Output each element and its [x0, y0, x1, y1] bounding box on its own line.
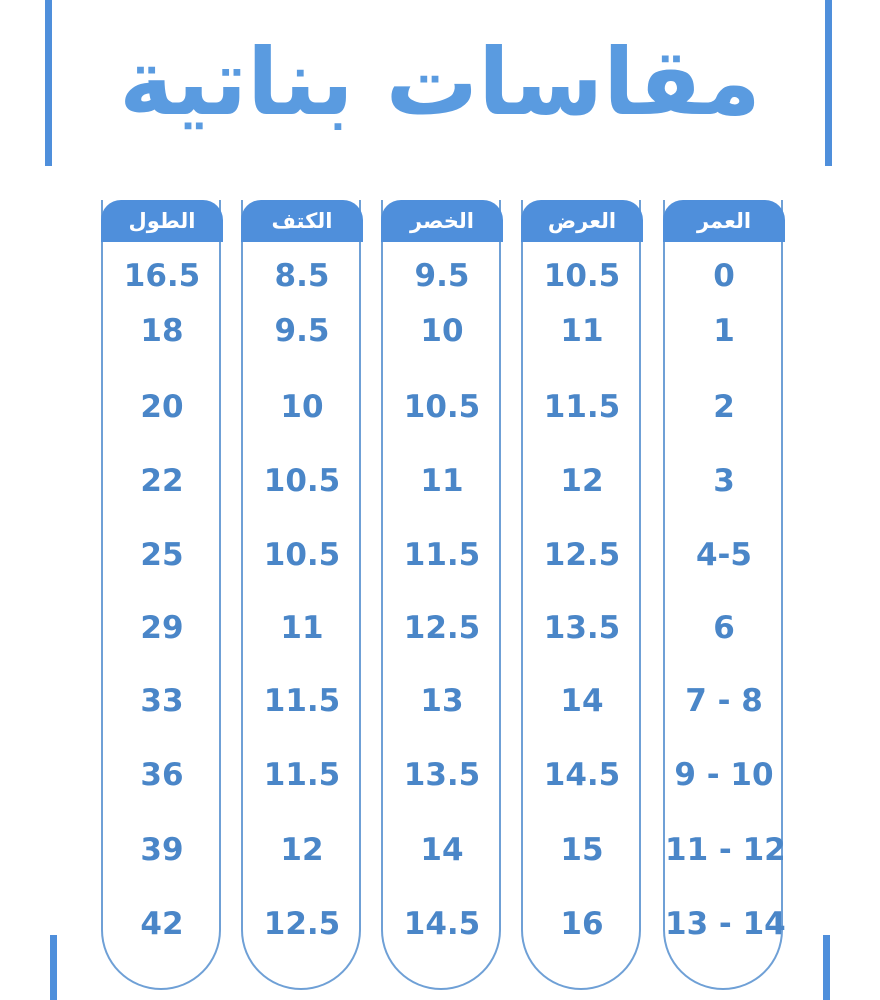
size-cell: 10: [420, 313, 464, 349]
size-cell: 10: [280, 389, 324, 425]
size-cell: 12.5: [403, 610, 481, 646]
size-column: الخصر 9.5 10 10.5 11 11.5 12.5 13 13.5 14 14.5: [381, 200, 503, 990]
size-cell: 13 - 14: [665, 906, 786, 942]
size-column: الكتف 8.5 9.5 10 10.5 10.5 11 11.5 11.5 12 12.5: [241, 200, 363, 990]
size-cell: 13: [420, 683, 464, 719]
size-cell: 6: [713, 610, 735, 646]
size-cell: 16.5: [123, 258, 201, 294]
size-cell: 11 - 12: [665, 832, 786, 868]
size-cell: 9.5: [414, 258, 470, 294]
size-cell: 7 - 8: [685, 683, 763, 719]
size-cell: 10.5: [543, 258, 621, 294]
size-cell: 0: [713, 258, 735, 294]
size-cell: 12.5: [543, 537, 621, 573]
size-cell: 3: [713, 463, 735, 499]
page-title: مقاسات بناتية: [119, 29, 761, 136]
size-cell: 14: [420, 832, 464, 868]
size-cell: 14: [560, 683, 604, 719]
size-cell: 4-5: [695, 537, 752, 573]
size-cell: 39: [140, 832, 184, 868]
size-cell: 42: [140, 906, 184, 942]
size-cell: 16: [560, 906, 604, 942]
size-cell: 14.5: [543, 757, 621, 793]
size-cell: 11: [560, 313, 604, 349]
size-cell: 29: [140, 610, 184, 646]
size-cell: 11.5: [403, 537, 481, 573]
column-header: الكتف: [241, 200, 363, 242]
size-cell: 25: [140, 537, 184, 573]
size-cell: 18: [140, 313, 184, 349]
size-cell: 13.5: [403, 757, 481, 793]
size-cell: 1: [713, 313, 735, 349]
column-header: العمر: [663, 200, 785, 242]
size-cell: 13.5: [543, 610, 621, 646]
size-column: العمر 0 1 2 3 4-5 6 7 - 8 9 - 10 11 - 12 13 - 14: [663, 200, 786, 990]
decor-bar-bottom-left: [50, 935, 57, 1000]
size-cell: 9 - 10: [674, 757, 774, 793]
column-header: الخصر: [381, 200, 503, 242]
size-cell: 11.5: [263, 757, 341, 793]
size-cell: 9.5: [274, 313, 330, 349]
size-cell: 10.5: [263, 537, 341, 573]
size-cell: 20: [140, 389, 184, 425]
size-cell: 10.5: [403, 389, 481, 425]
size-cell: 11.5: [543, 389, 621, 425]
size-cell: 22: [140, 463, 184, 499]
size-cell: 12.5: [263, 906, 341, 942]
decor-bar-top-right: [825, 0, 832, 166]
size-cell: 14.5: [403, 906, 481, 942]
column-header: العرض: [521, 200, 643, 242]
decor-bar-top-left: [45, 0, 52, 166]
size-cell: 12: [280, 832, 324, 868]
size-column: الطول 16.5 18 20 22 25 29 33 36 39 42: [101, 200, 223, 990]
size-cell: 8.5: [274, 258, 330, 294]
size-cell: 11: [420, 463, 464, 499]
column-header: الطول: [101, 200, 223, 242]
size-cell: 12: [560, 463, 604, 499]
decor-bar-bottom-right: [823, 935, 830, 1000]
size-cell: 10.5: [263, 463, 341, 499]
size-cell: 15: [560, 832, 604, 868]
size-cell: 33: [140, 683, 184, 719]
size-cell: 11: [280, 610, 324, 646]
size-cell: 36: [140, 757, 184, 793]
size-column: العرض 10.5 11 11.5 12 12.5 13.5 14 14.5 15 16: [521, 200, 643, 990]
size-cell: 11.5: [263, 683, 341, 719]
size-cell: 2: [713, 389, 735, 425]
